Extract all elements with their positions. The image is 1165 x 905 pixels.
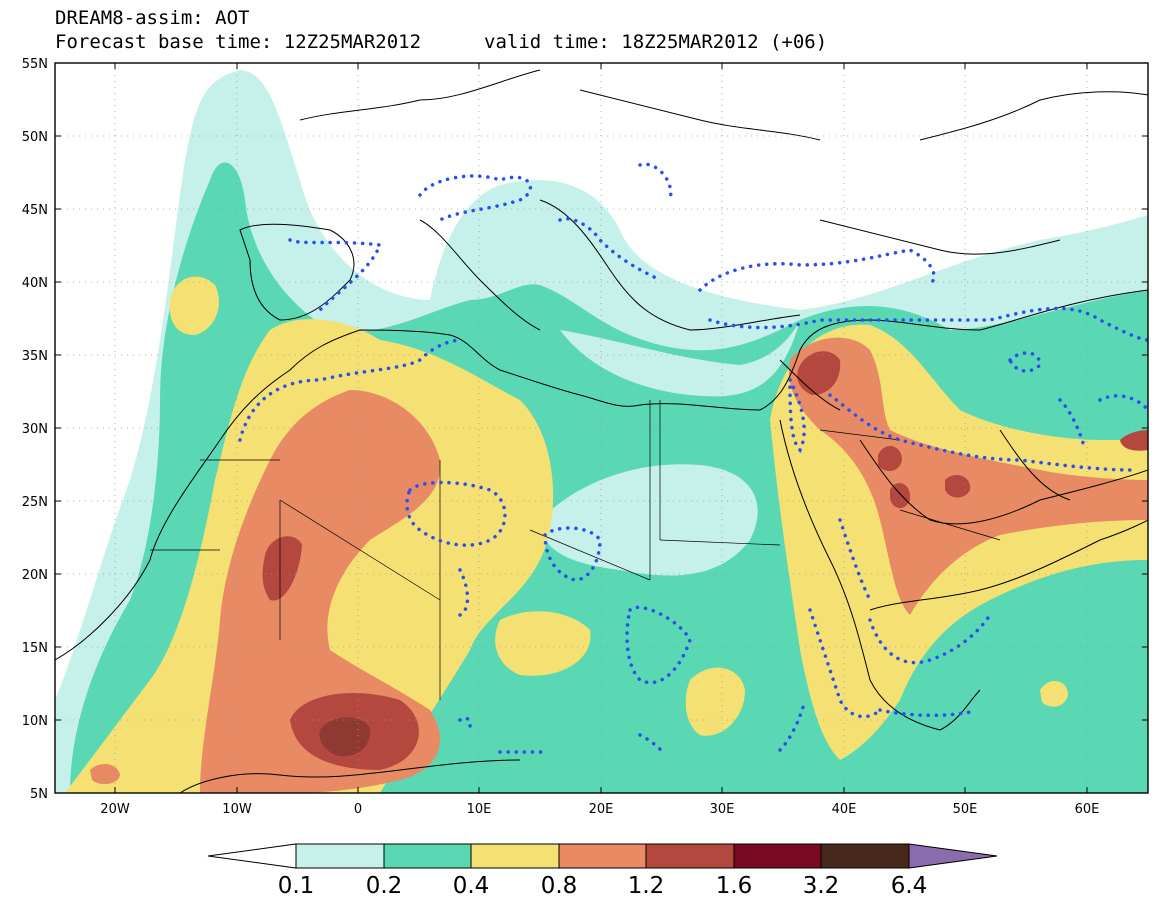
lat-label: 55N [22, 57, 48, 72]
lon-label: 60E [1075, 802, 1100, 817]
aot-level-1.2-a [262, 536, 302, 601]
lat-label: 25N [22, 495, 48, 510]
lon-label: 20W [100, 802, 130, 817]
lon-label: 10W [222, 802, 252, 817]
colorbar-label: 1.2 [628, 873, 665, 899]
lat-label: 15N [22, 641, 48, 656]
coastlines [55, 69, 1148, 793]
colorbar-label: 6.4 [891, 873, 928, 899]
borders [150, 400, 1001, 700]
aot-level-0.4-atl [169, 276, 219, 335]
latitude-labels: 55N 50N 45N 40N 35N 30N 25N 20N 15N 10N … [22, 57, 48, 802]
aot-level-1.2-c [797, 351, 841, 395]
lon-label: 10E [467, 802, 492, 817]
aot-level-1.2-g [1120, 430, 1148, 451]
colorbar-label: 3.2 [803, 873, 840, 899]
colorbar-arrow-low [207, 843, 297, 869]
lat-label: 20N [22, 568, 48, 583]
dust-contours [238, 162, 1148, 757]
longitude-labels: 20W 10W 0 10E 20E 30E 40E 50E 60E [100, 802, 1099, 817]
colorbar-box [383, 843, 472, 869]
colorbar-box [733, 843, 822, 869]
colorbar-box [470, 843, 560, 869]
colorbar-label: 0.8 [541, 873, 578, 899]
aot-level-1.6 [319, 717, 371, 757]
aot-level-0.1-sahara [540, 464, 758, 576]
lon-label: 50E [953, 802, 978, 817]
graticule [55, 63, 1148, 793]
lat-label: 40N [22, 276, 48, 291]
lon-label: 40E [832, 802, 857, 817]
lat-label: 45N [22, 203, 48, 218]
colorbar [207, 843, 998, 869]
map-title: DREAM8-assim: AOT [55, 7, 250, 29]
colorbar-box [295, 843, 385, 869]
aot-level-0.4-ind [685, 667, 745, 736]
lat-label: 5N [30, 787, 48, 802]
aot-shading [55, 63, 1148, 793]
aot-level-0.1-med [560, 320, 800, 397]
lon-label: 30E [710, 802, 735, 817]
colorbar-label: 1.6 [716, 873, 753, 899]
colorbar-label: 0.2 [366, 873, 403, 899]
colorbar-box [645, 843, 735, 869]
colorbar-box [820, 843, 910, 869]
aot-level-0.8-east [789, 337, 1148, 615]
lat-label: 30N [22, 422, 48, 437]
lon-label: 20E [589, 802, 614, 817]
aot-level-0.4-sahel [495, 611, 591, 676]
aot-level-0.8-west [200, 390, 441, 793]
colorbar-label: 0.1 [278, 873, 315, 899]
lat-label: 10N [22, 714, 48, 729]
aot-level-1.2-d [878, 445, 902, 472]
aot-level-0.8-coast [90, 763, 120, 785]
tick-marks [55, 62, 1148, 794]
lat-label: 35N [22, 349, 48, 364]
colorbar-labels: 0.1 0.2 0.4 0.8 1.2 1.6 3.2 6.4 [278, 873, 928, 899]
forecast-base-time: Forecast base time: 12Z25MAR2012 [55, 31, 422, 53]
colorbar-box [558, 843, 647, 869]
lon-label: 0 [354, 802, 362, 817]
lat-label: 50N [22, 130, 48, 145]
colorbar-arrow-high [908, 843, 998, 869]
aot-level-1.2-f [945, 475, 971, 498]
aot-level-0.4-arab-sea [1040, 680, 1068, 707]
aot-level-1.2-e [890, 483, 911, 509]
colorbar-label: 0.4 [453, 873, 490, 899]
valid-time: valid time: 18Z25MAR2012 (+06) [484, 31, 828, 53]
